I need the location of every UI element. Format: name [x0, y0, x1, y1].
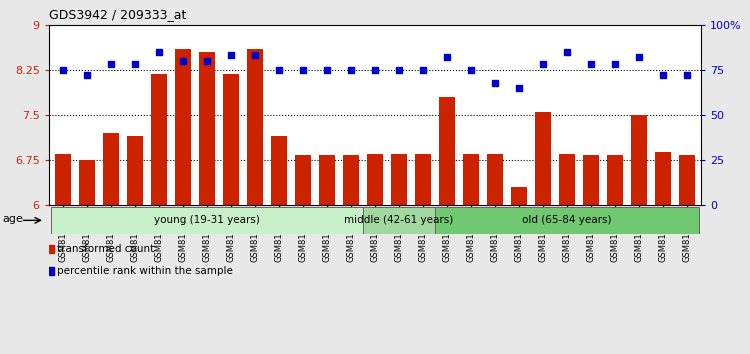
Point — [537, 62, 549, 67]
Point — [417, 67, 429, 73]
Point — [657, 73, 669, 78]
Point — [585, 62, 597, 67]
Point — [489, 80, 501, 85]
Bar — [368, 154, 382, 205]
Bar — [200, 52, 214, 205]
Bar — [104, 133, 119, 205]
Bar — [363, 207, 435, 234]
Text: age: age — [2, 214, 23, 224]
Text: old (65-84 years): old (65-84 years) — [522, 215, 612, 225]
Point — [561, 49, 573, 55]
Point — [201, 58, 213, 64]
Bar — [128, 136, 143, 205]
Bar — [435, 207, 699, 234]
Bar — [296, 155, 310, 205]
Bar — [607, 155, 622, 205]
Bar — [536, 112, 550, 205]
Point — [633, 55, 645, 60]
Point — [609, 62, 621, 67]
Text: middle (42-61 years): middle (42-61 years) — [344, 215, 454, 225]
Point — [105, 62, 117, 67]
Point — [225, 53, 237, 58]
Bar — [51, 207, 363, 234]
Point — [273, 67, 285, 73]
Bar — [512, 187, 526, 205]
Point — [513, 85, 525, 91]
Bar — [464, 154, 478, 205]
Bar — [176, 49, 191, 205]
Point — [345, 67, 357, 73]
Point — [249, 53, 261, 58]
Bar — [224, 74, 238, 205]
Point — [153, 49, 165, 55]
Point — [57, 67, 69, 73]
Bar — [344, 155, 358, 205]
Text: percentile rank within the sample: percentile rank within the sample — [57, 266, 232, 276]
Bar — [392, 154, 406, 205]
Bar — [320, 155, 334, 205]
Bar — [488, 154, 502, 205]
Text: young (19-31 years): young (19-31 years) — [154, 215, 260, 225]
Bar — [583, 155, 598, 205]
Bar — [248, 49, 262, 205]
Point — [441, 55, 453, 60]
Bar — [152, 74, 167, 205]
Point — [177, 58, 189, 64]
Bar — [416, 154, 430, 205]
Point — [465, 67, 477, 73]
Point — [393, 67, 405, 73]
Bar — [56, 154, 71, 205]
Bar — [80, 160, 95, 205]
Point — [681, 73, 693, 78]
Point — [129, 62, 141, 67]
Text: transformed count: transformed count — [57, 244, 154, 254]
Text: GDS3942 / 209333_at: GDS3942 / 209333_at — [49, 8, 186, 21]
Bar — [655, 152, 670, 205]
Point — [321, 67, 333, 73]
Point — [81, 73, 93, 78]
Bar — [631, 115, 646, 205]
Point — [369, 67, 381, 73]
Point — [297, 67, 309, 73]
Bar — [559, 154, 574, 205]
Bar — [679, 155, 694, 205]
Bar — [272, 136, 286, 205]
Bar — [440, 97, 454, 205]
